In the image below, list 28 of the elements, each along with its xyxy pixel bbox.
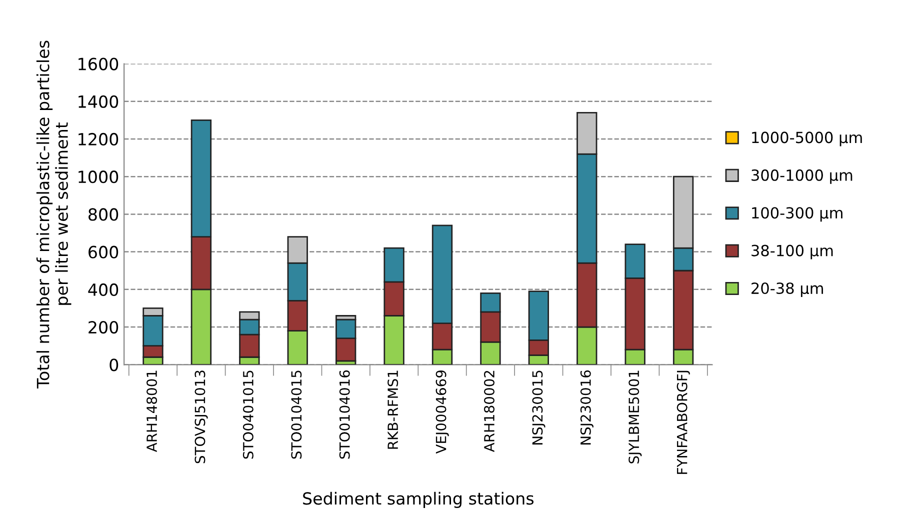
legend-label: 1000-5000 µm xyxy=(752,132,862,146)
legend-label: 300-1000 µm xyxy=(752,169,852,184)
y-tick-label: 1200 xyxy=(78,132,118,146)
y-tick-label: 0 xyxy=(110,358,118,372)
x-tick-label: RKB-RFMS1 xyxy=(388,370,398,449)
x-tick-label: ARH148001 xyxy=(146,370,158,452)
x-tick-label: STOVSJ51013 xyxy=(194,370,208,464)
x-tick-label: FYNFAABORGFJ xyxy=(676,370,690,474)
x-tick-label: VEJ0004669 xyxy=(436,370,449,454)
y-tick-label: 1600 xyxy=(78,58,118,70)
legend-label: 38-100 µm xyxy=(752,244,833,260)
y-tick-label: 1400 xyxy=(78,95,118,108)
y-tick-label: 600 xyxy=(88,246,118,258)
x-tick-label: STO0104016 xyxy=(339,370,350,459)
legend-label: 100-300 µm xyxy=(752,207,842,222)
x-tick-label: ARH180002 xyxy=(484,370,494,452)
y-axis-title: Total number of microplastic-like particles per litre wet sediment xyxy=(36,40,72,388)
y-tick-label: 200 xyxy=(88,321,118,334)
x-tick-label: NSJ230015 xyxy=(532,370,546,444)
y-tick-label: 400 xyxy=(88,283,118,296)
x-tick-label: SJYLBME5001 xyxy=(628,370,642,464)
x-axis-title: Sediment sampling stations xyxy=(303,492,534,508)
legend-label: 20-38 µm xyxy=(752,282,823,297)
y-tick-label: 800 xyxy=(88,208,118,221)
x-tick-label: STO0104015 xyxy=(291,370,302,459)
y-tick-label: 1000 xyxy=(78,170,118,184)
x-tick-label: STO0401015 xyxy=(242,370,254,459)
x-tick-label: NSJ230016 xyxy=(580,370,594,444)
